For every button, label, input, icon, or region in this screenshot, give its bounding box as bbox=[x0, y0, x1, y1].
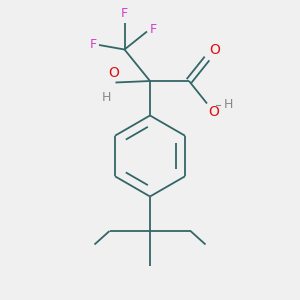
Text: F: F bbox=[89, 38, 97, 52]
Text: H: H bbox=[224, 98, 233, 112]
Text: O: O bbox=[109, 66, 119, 80]
Text: F: F bbox=[149, 22, 157, 36]
Text: H: H bbox=[102, 91, 111, 104]
Text: O: O bbox=[208, 105, 219, 119]
Text: O: O bbox=[209, 43, 220, 57]
Text: F: F bbox=[121, 7, 128, 20]
